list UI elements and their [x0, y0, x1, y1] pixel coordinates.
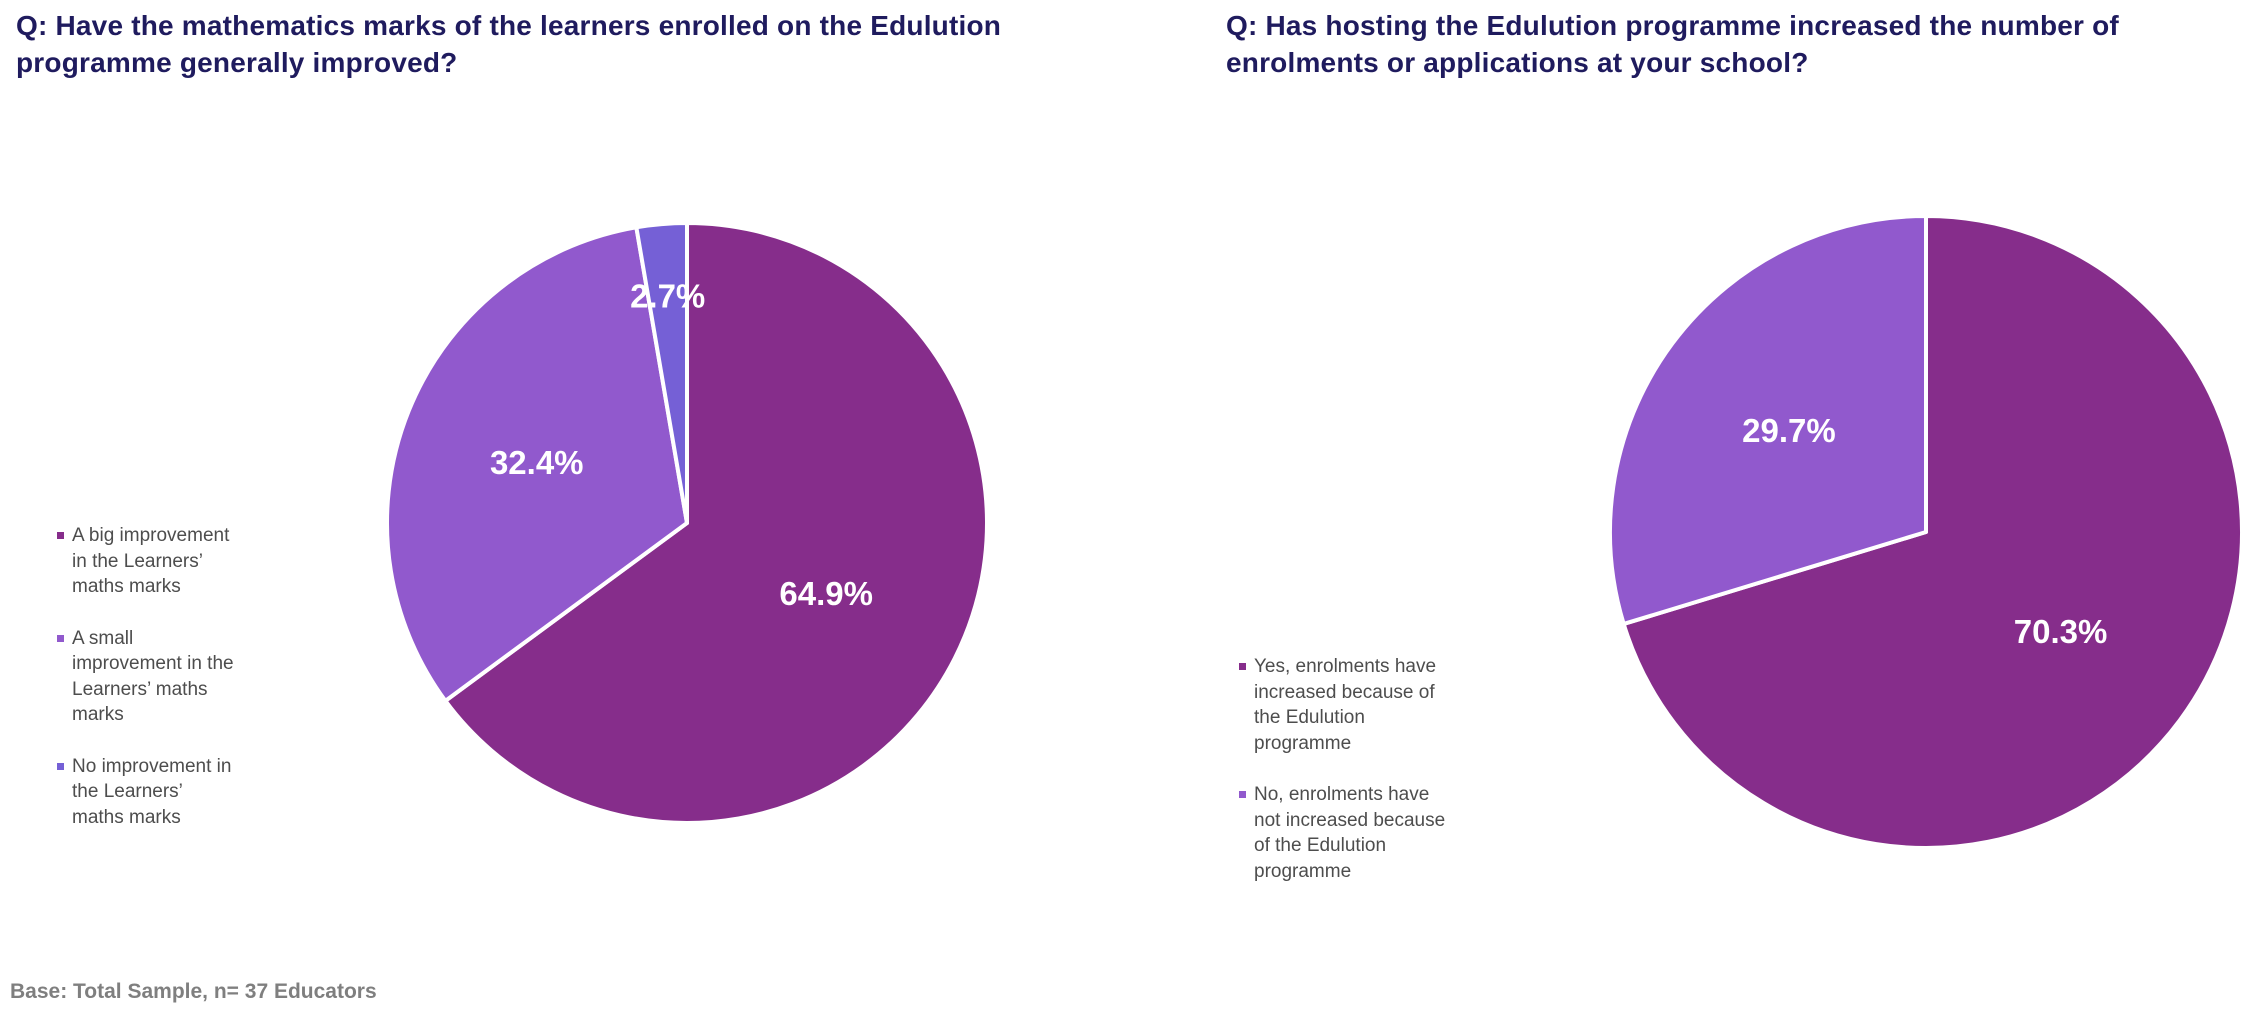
chart-1-legend: A big improvement in the Learners’ maths… [57, 523, 257, 856]
pie-data-label: 64.9% [779, 575, 873, 612]
pie-slice [385, 225, 689, 703]
legend-label: No, enrolments have not increased becaus… [1254, 784, 1446, 882]
pie-data-label: 2.7% [630, 277, 705, 314]
base-footnote: Base: Total Sample, n= 37 Educators [10, 980, 377, 1003]
legend-swatch [57, 634, 64, 642]
legend-label: No improvement in the Learners’ maths ma… [72, 755, 232, 828]
legend-swatch [57, 532, 64, 539]
legend-label: A small improvement in the Learners’ mat… [72, 627, 234, 726]
pie-slice [1621, 214, 2244, 850]
chart-2-title: Q: Has hosting the Edulution programme i… [1226, 10, 2119, 78]
legend-item: A big improvement in the Learners’ maths… [57, 523, 257, 600]
chart-2-legend: Yes, enrolments have increased because o… [1239, 654, 1469, 910]
legend-swatch [57, 762, 64, 770]
legend-swatch [1239, 791, 1246, 798]
pie-data-label: 70.3% [2014, 613, 2108, 650]
legend-item: No improvement in the Learners’ maths ma… [57, 754, 257, 831]
legend-label: A big improvement in the Learners’ maths… [72, 525, 230, 597]
legend-item: Yes, enrolments have increased because o… [1239, 654, 1469, 756]
pie-data-label: 29.7% [1742, 412, 1836, 449]
pie-data-label: 32.4% [490, 444, 584, 481]
chart-1-title: Q: Have the mathematics marks of the lea… [16, 10, 1002, 78]
legend-swatch [1239, 663, 1246, 670]
pie-slice [634, 221, 689, 525]
legend-item: A small improvement in the Learners’ mat… [57, 626, 257, 728]
pie-slice [443, 221, 989, 825]
legend-item: No, enrolments have not increased becaus… [1239, 782, 1469, 884]
legend-label: Yes, enrolments have increased because o… [1254, 656, 1437, 754]
pie-slice [1608, 214, 1928, 626]
